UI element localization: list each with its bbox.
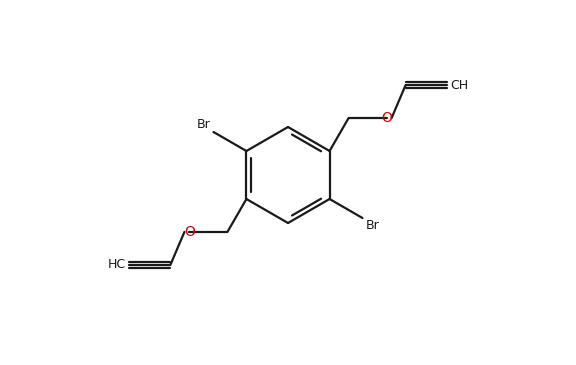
Text: Br: Br	[366, 219, 379, 232]
Text: Br: Br	[197, 118, 210, 131]
Text: O: O	[381, 111, 392, 125]
Text: HC: HC	[108, 258, 126, 271]
Text: O: O	[184, 225, 195, 239]
Text: CH: CH	[450, 79, 468, 92]
